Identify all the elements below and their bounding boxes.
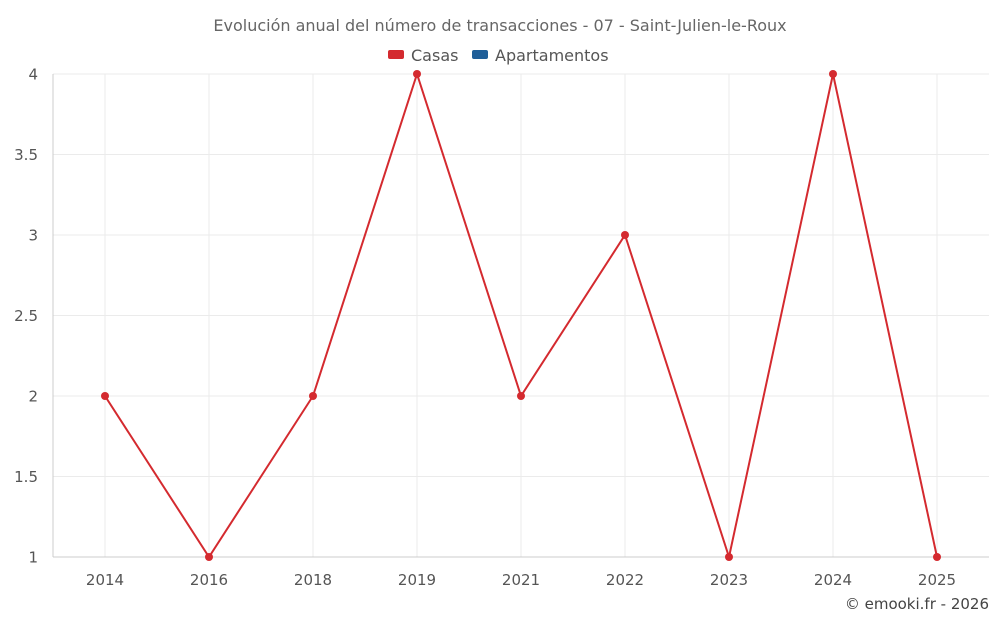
data-point-casas-2016[interactable] — [205, 553, 213, 561]
y-axis: 1 1.5 2 2.5 3 3.5 4 — [14, 66, 54, 567]
y-tick-label: 3 — [28, 227, 38, 245]
data-point-casas-2022[interactable] — [621, 231, 629, 239]
x-axis: 2014 2016 2018 2019 2021 2022 2023 2024 2025 — [53, 556, 989, 589]
x-tick-label: 2022 — [606, 571, 644, 589]
y-tick-label: 3.5 — [14, 146, 38, 164]
legend-swatch-apartamentos — [472, 50, 488, 59]
grid — [53, 73, 989, 558]
data-point-casas-2025[interactable] — [933, 553, 941, 561]
chart-title: Evolución anual del número de transaccio… — [213, 16, 786, 35]
x-tick-label: 2023 — [710, 571, 748, 589]
data-point-casas-2021[interactable] — [517, 392, 525, 400]
y-tick-label: 1 — [28, 549, 38, 567]
chart-credit: © emooki.fr - 2026 — [845, 595, 989, 613]
legend-item-casas[interactable]: Casas — [388, 46, 458, 65]
series-layer — [101, 70, 941, 561]
y-tick-label: 1.5 — [14, 468, 38, 486]
y-tick-label: 4 — [28, 66, 38, 84]
legend-swatch-casas — [388, 50, 404, 59]
legend-label-apartamentos: Apartamentos — [495, 46, 609, 65]
data-point-casas-2018[interactable] — [309, 392, 317, 400]
data-point-casas-2014[interactable] — [101, 392, 109, 400]
x-tick-label: 2018 — [294, 571, 332, 589]
legend-item-apartamentos[interactable]: Apartamentos — [472, 46, 609, 65]
y-tick-label: 2 — [28, 388, 38, 406]
data-point-casas-2019[interactable] — [413, 70, 421, 78]
y-tick-label: 2.5 — [14, 307, 38, 325]
x-tick-label: 2019 — [398, 571, 436, 589]
x-tick-label: 2024 — [814, 571, 852, 589]
x-tick-label: 2025 — [918, 571, 956, 589]
data-point-casas-2023[interactable] — [725, 553, 733, 561]
legend: Casas Apartamentos — [388, 46, 609, 65]
data-point-casas-2024[interactable] — [829, 70, 837, 78]
x-tick-label: 2014 — [86, 571, 124, 589]
x-tick-label: 2016 — [190, 571, 228, 589]
legend-label-casas: Casas — [411, 46, 458, 65]
x-tick-label: 2021 — [502, 571, 540, 589]
